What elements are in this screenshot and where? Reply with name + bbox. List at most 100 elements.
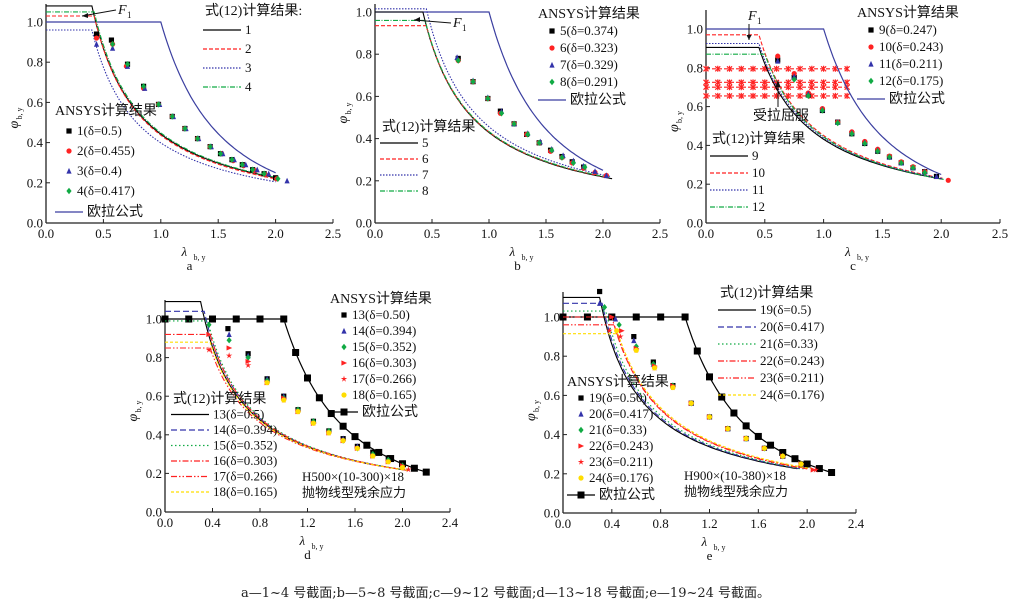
ansys-legend-label: 14(δ=0.394) [352, 323, 416, 338]
ansys-point-16 [206, 331, 213, 338]
ansys-point-11 [775, 57, 781, 64]
ansys-point-4 [194, 135, 201, 142]
y-tick-label: 1.0 [687, 22, 703, 37]
ansys-legend-label: 17(δ=0.266) [352, 371, 416, 386]
figure-caption: a—1~4 号截面;b—5~8 号截面;c—9~12 号截面;d—13~18 号… [240, 586, 771, 601]
ansys-legend-label: 21(δ=0.33) [589, 422, 647, 437]
y-tick-label: 0.8 [544, 349, 560, 364]
y-tick-label: 0.2 [687, 177, 703, 192]
yield-marker [773, 65, 780, 72]
y-tick-label: 1.0 [544, 310, 560, 325]
annotation-arrowhead [746, 35, 752, 40]
x-tick-label: 2.5 [325, 226, 341, 241]
formula-curve-2 [46, 15, 276, 180]
x-axis-label: λ [844, 244, 851, 259]
euler-marker [256, 315, 264, 323]
euler-legend-label: 欧拉公式 [570, 92, 626, 108]
x-tick-label: 1.6 [347, 515, 364, 530]
ansys-legend-label: 6(δ=0.323) [560, 40, 618, 55]
yield-marker [761, 92, 768, 99]
annotation-arrowhead [775, 80, 781, 87]
annotation-f1-subscript: 1 [127, 10, 132, 20]
x-tick-label: 0.8 [653, 516, 669, 531]
formula-legend-label: 19(δ=0.5) [760, 302, 811, 317]
ansys-point-17 [205, 346, 213, 353]
yield-marker [832, 92, 839, 99]
ansys-point-24 [798, 461, 804, 467]
y-tick-label: 0.0 [544, 506, 560, 521]
yield-marker [820, 84, 827, 91]
ansys-legend-title: ANSYS计算结果 [857, 5, 959, 21]
formula-curve-9 [706, 46, 943, 180]
section-note-line2: 抛物线型残余应力 [684, 484, 788, 499]
euler-legend-marker [340, 408, 348, 416]
yield-marker [797, 65, 804, 72]
y-tick-label: 0.4 [356, 131, 373, 146]
y-axis-label-symbol: φ [667, 124, 682, 132]
section-note-line1: H900×(10-380)×18 [684, 468, 786, 483]
ansys-legend-label: 22(δ=0.243) [589, 438, 653, 453]
yield-marker [726, 84, 733, 91]
ansys-point-4 [182, 125, 188, 132]
ansys-legend-marker [868, 60, 874, 67]
ansys-point-12 [819, 107, 826, 114]
ansys-point-3 [266, 170, 272, 177]
x-axis-label-subscript: b, y [312, 542, 324, 551]
y-tick-label: 0.8 [687, 60, 703, 75]
ansys-legend-label: 5(δ=0.374) [560, 23, 618, 38]
y-axis-label-subscript: b, y [344, 103, 353, 115]
euler-marker [657, 313, 665, 321]
panel-label: b [514, 258, 521, 273]
ansys-legend-label: 11(δ=0.211) [879, 56, 942, 71]
ansys-point-19 [631, 334, 637, 340]
ansys-legend-marker [578, 426, 584, 434]
yield-marker [738, 65, 745, 72]
formula-legend-label: 13(δ=0.5) [213, 407, 264, 422]
ansys-point-8 [570, 159, 576, 167]
y-axis-label: φb, y [336, 103, 353, 124]
yield-marker [714, 84, 721, 91]
euler-marker [292, 348, 300, 356]
chart-panel-b: 0.0 0.5 1.0 1.5 2.0 2.5 0.0 0.2 0.4 0.6 0.8 1.0 λ b, … [336, 4, 668, 273]
ansys-point-8 [549, 147, 555, 154]
yield-marker [844, 92, 851, 99]
x-axis-label-subscript: b, y [522, 253, 534, 262]
y-tick-label: 0.4 [687, 138, 704, 153]
ansys-point-22 [619, 328, 625, 334]
formula-legend-label: 2 [245, 41, 252, 56]
ansys-point-12 [922, 169, 928, 176]
formula-legend-label: 20(δ=0.417) [760, 319, 824, 334]
y-tick-label: 0.4 [544, 427, 561, 442]
formula-legend-label: 24(δ=0.176) [760, 387, 824, 402]
ansys-point-12 [886, 153, 893, 161]
formula-legend-label: 11 [752, 182, 765, 197]
annotation-arrow [413, 19, 452, 24]
x-tick-label: 0.5 [424, 226, 440, 241]
yield-marker [832, 84, 839, 91]
ansys-point-7 [592, 168, 598, 174]
ansys-point-24 [761, 445, 768, 451]
x-axis-label-subscript: b, y [714, 543, 726, 552]
formula-curve-20 [563, 302, 800, 470]
ansys-legend-marker [578, 410, 584, 417]
euler-marker [828, 469, 836, 477]
yield-marker [844, 65, 851, 72]
ansys-legend-label: 13(δ=0.50) [352, 307, 410, 322]
formula-legend-label: 14(δ=0.394) [213, 422, 277, 437]
chart-panel-e: 0.0 0.4 0.8 1.2 1.6 2.0 2.4 0.0 0.2 0.4 0.6 0.8 1.0 λ… [524, 285, 865, 563]
y-tick-label: 0.8 [146, 350, 162, 365]
x-tick-label: 0.5 [757, 226, 773, 241]
x-axis-label: λ [181, 244, 188, 259]
ansys-point-8 [498, 110, 505, 117]
formula-legend-label: 16(δ=0.303) [213, 453, 277, 468]
ansys-point-15 [226, 337, 232, 344]
ansys-point-8 [455, 57, 461, 64]
ansys-point-13 [225, 326, 231, 332]
y-axis-label-subscript: b, y [675, 111, 684, 123]
section-note-line2: 抛物线型残余应力 [302, 485, 406, 500]
x-tick-label: 2.5 [652, 226, 668, 241]
ansys-point-18 [264, 380, 270, 386]
ansys-point-11 [933, 173, 940, 180]
euler-marker [351, 433, 359, 441]
x-tick-label: 2.0 [799, 516, 815, 531]
